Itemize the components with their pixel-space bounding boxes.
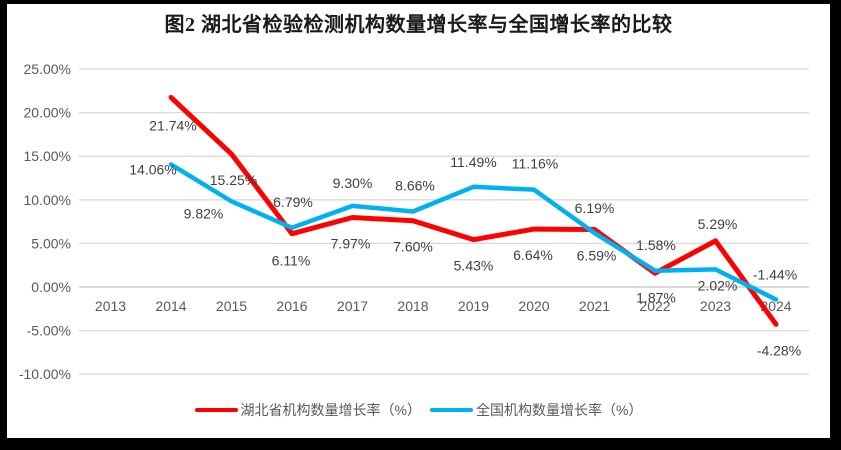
data-label: 6.19% <box>575 200 615 216</box>
data-label: 14.06% <box>129 161 176 177</box>
data-label: 21.74% <box>149 117 196 133</box>
y-axis-tick-label: 25.00% <box>24 61 71 77</box>
y-axis-tick-label: 5.00% <box>31 235 71 251</box>
hubei-line-swatch-icon <box>194 408 238 412</box>
data-label: 5.43% <box>454 258 494 274</box>
data-label: 5.29% <box>698 216 738 232</box>
line-chart-plot-area: 25.00% 20.00% 15.00% 10.00% 5.00% 0.00% -5.00%… <box>19 61 809 382</box>
data-label: 1.58% <box>636 237 676 253</box>
x-axis-tick-label: 2017 <box>337 298 368 314</box>
data-label: 7.97% <box>331 236 371 252</box>
data-label: 15.25% <box>210 172 257 188</box>
data-label: 9.30% <box>333 175 373 191</box>
data-label: 11.49% <box>450 154 496 170</box>
x-axis-tick-label: 2023 <box>700 298 731 314</box>
chart-title: 图2 湖北省检验检测机构数量增长率与全国增长率的比较 <box>164 14 673 36</box>
data-label: -1.44% <box>753 267 797 283</box>
data-label: 6.11% <box>272 253 311 269</box>
x-axis-tick-label: 2022 <box>639 298 670 314</box>
x-axis-tick-label: 2019 <box>458 298 489 314</box>
x-axis-tick-label: 2014 <box>155 298 186 314</box>
legend: 湖北省机构数量增长率（%） 全国机构数量增长率（%） <box>7 400 830 420</box>
chart-canvas: 图2 湖北省检验检测机构数量增长率与全国增长率的比较 25.00% 20.00% 1… <box>7 4 830 438</box>
legend-label-national: 全国机构数量增长率（%） <box>476 402 643 418</box>
x-axis-tick-label: 2016 <box>276 298 307 314</box>
data-label: 1.87% <box>636 290 676 306</box>
data-label: -4.28% <box>757 342 801 358</box>
data-label: 6.64% <box>513 247 553 263</box>
y-axis-tick-label: 20.00% <box>24 105 71 121</box>
legend-item-national: 全国机构数量增长率（%） <box>430 400 642 420</box>
x-axis-tick-label: 2020 <box>518 298 549 314</box>
x-axis-tick-label: 2015 <box>216 298 247 314</box>
x-axis-tick-label: 2018 <box>397 298 428 314</box>
data-label: 2.02% <box>698 277 738 293</box>
national-line-swatch-icon <box>430 408 473 412</box>
data-label: 11.16% <box>512 156 558 172</box>
x-axis-tick-label: 2021 <box>579 298 610 314</box>
x-axis-tick-label: 2013 <box>95 298 126 314</box>
national-line-series <box>168 162 779 302</box>
data-label: 8.66% <box>395 177 435 193</box>
legend-item-hubei: 湖北省机构数量增长率（%） <box>194 400 421 420</box>
data-label: 6.59% <box>577 248 617 264</box>
y-axis-tick-label: -5.00% <box>27 323 71 339</box>
data-label: 7.60% <box>393 239 433 255</box>
y-axis-tick-label: -10.00% <box>19 366 71 382</box>
data-label: 9.82% <box>184 205 224 221</box>
y-axis-tick-label: 10.00% <box>24 192 71 208</box>
hubei-line-series <box>168 94 779 327</box>
y-axis-tick-label: 15.00% <box>24 148 71 164</box>
data-label: 6.79% <box>273 194 313 210</box>
y-axis-tick-label: 0.00% <box>31 279 71 295</box>
legend-label-hubei: 湖北省机构数量增长率（%） <box>240 402 421 418</box>
